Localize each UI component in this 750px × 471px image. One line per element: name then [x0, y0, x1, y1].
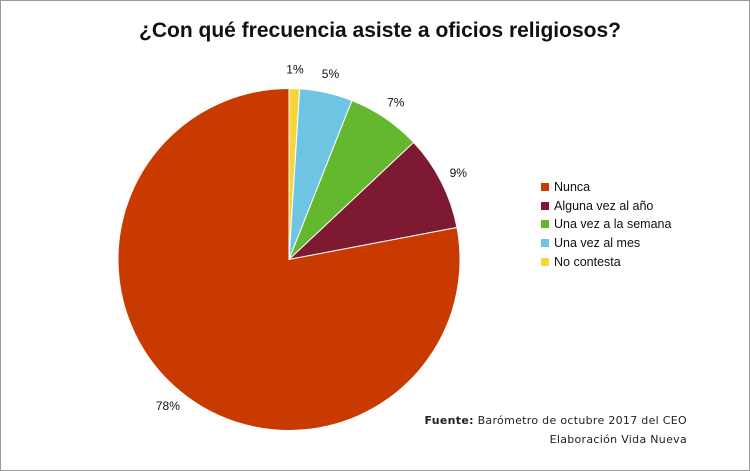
legend-item: Nunca	[541, 178, 671, 197]
legend-swatch	[541, 183, 549, 192]
source-text: Barómetro de octubre 2017 del CEO	[477, 414, 687, 427]
pie-slice-alguna-vez-al-a-o	[287, 141, 458, 261]
pie-slice-nunca	[117, 87, 461, 431]
source-note: Fuente: Barómetro de octubre 2017 del CE…	[424, 411, 687, 449]
source-credit: Elaboración Vida Nueva	[549, 433, 687, 446]
data-label: 5%	[322, 67, 340, 81]
chart-title: ¿Con qué frecuencia asiste a oficios rel…	[139, 19, 621, 42]
legend-swatch	[541, 257, 549, 266]
legend-swatch	[541, 220, 549, 229]
data-label: 9%	[450, 166, 468, 180]
legend-label: No contesta	[554, 254, 621, 269]
legend-swatch	[541, 201, 549, 210]
legend-swatch	[541, 239, 549, 248]
legend-item: Alguna vez al año	[541, 197, 671, 216]
legend: Nunca Alguna vez al año Una vez a la seman…	[541, 178, 671, 271]
source-label: Fuente:	[424, 414, 474, 427]
data-label: 7%	[387, 95, 405, 109]
legend-label: Una vez a la semana	[554, 217, 672, 232]
legend-item: No contesta	[541, 252, 671, 271]
data-label: 1%	[286, 63, 304, 77]
legend-label: Alguna vez al año	[554, 198, 654, 213]
data-label: 78%	[156, 399, 180, 413]
legend-label: Una vez al mes	[554, 236, 641, 251]
legend-item: Una vez a la semana	[541, 215, 671, 234]
legend-item: Una vez al mes	[541, 234, 671, 253]
legend-label: Nunca	[554, 180, 591, 195]
